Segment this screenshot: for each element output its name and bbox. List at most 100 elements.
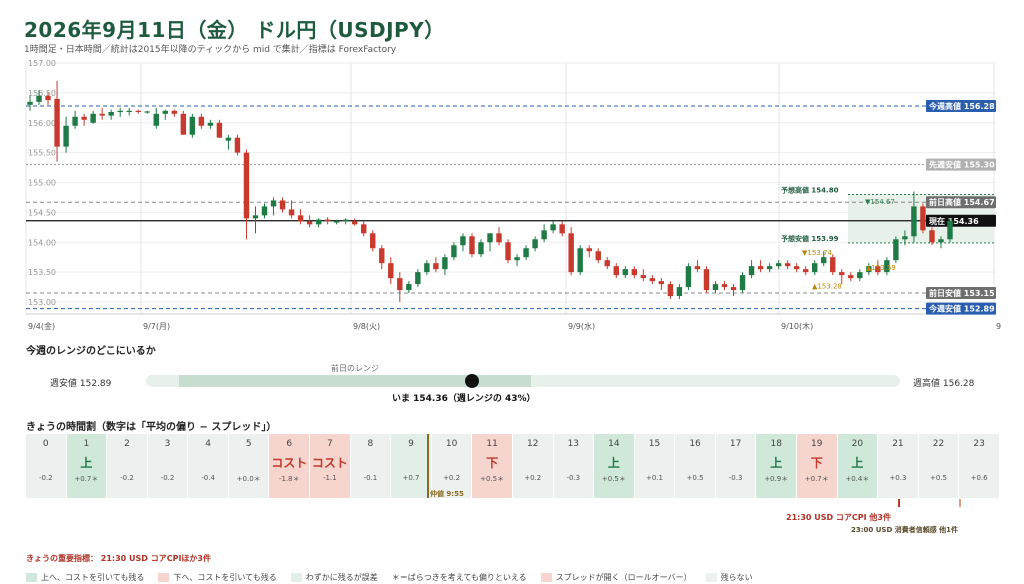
candle-body [766,266,773,270]
hour-cell: 10 +0.2 [431,434,472,498]
level-tag [926,287,996,300]
candle-body [487,233,493,243]
candle-body [324,219,331,222]
event-tick [898,499,900,507]
legend-item: わずかに残るが誤差 [290,572,378,583]
candle-body [595,251,601,261]
hour-cell: 23 +0.6 [959,434,999,498]
candle-body [830,257,836,273]
candle-body [433,263,439,270]
candle-body [929,230,935,243]
candle-body [54,98,60,147]
candle-body [288,209,295,216]
hour-value: +0.6 [970,474,988,482]
legend: 上へ、コストを引いても残る 下へ、コストを引いても残る わずかに残るが誤差 ＊＝ばらつ… [26,572,753,583]
candle-body [559,224,565,234]
candle-body [649,278,656,282]
price-marker: ▼154.67 [865,198,895,206]
candle-body [721,284,728,288]
level-tag-label: 現在 154.36 [929,216,979,226]
x-tick-label: 9 [996,322,1001,331]
legend-swatch [26,573,37,582]
legend-label: スプレッドが開く（ロールオーバー） [555,573,692,582]
y-tick-label: 157.00 [28,59,56,68]
legend-label: 上へ、コストを引いても残る [41,573,145,582]
price-marker: ▲153.59 [866,264,896,272]
hour-number: 13 [567,439,580,449]
range-heading: 今週のレンジのどこにいるか [26,346,156,357]
candle-body [117,110,123,113]
level-tag-label: 今週安値 152.89 [928,304,995,314]
hour-number: 18 [770,439,782,449]
price-marker: ▼153.74 [802,249,832,257]
candle-body [857,272,863,279]
candle-body [225,137,232,141]
candle-body [658,281,665,285]
hour-value: -0.4 [201,474,215,482]
hour-cell: 0 -0.2 [26,434,66,498]
page-subtitle: 1時間足・日本時間／統計は2015年以降のティックから mid で集計／指標は … [24,45,397,55]
candle-body [550,224,556,231]
hour-cell: 3 -0.2 [147,434,188,498]
candle-body [36,95,42,102]
candle-body [252,215,259,219]
range-prev-label: 前日のレンジ [331,364,379,373]
hour-value: -1.1 [323,474,337,482]
candle-body [333,221,340,223]
hour-verdict: コスト [271,456,308,470]
hour-number: 2 [124,439,130,449]
candle-body [821,257,827,264]
hour-value: -0.2 [38,474,53,482]
candle-body [640,275,647,279]
candle-body [135,110,141,113]
hour-cell: 19 下 +0.7＊ [796,434,837,498]
candle-body [27,101,33,105]
hour-value: -0.3 [728,474,743,482]
candle-body [45,95,51,101]
event-tick [959,499,961,507]
x-tick-label: 9/8(火) [353,322,380,331]
price-chart: 157.00 156.50 156.00 155.50 155.00 154.50 154.… [25,59,1001,331]
hour-number: 7 [326,439,333,449]
hour-cell: 21 +0.3 [878,434,918,498]
legend-label: ＊＝ばらつきを考えても偏りといえる [391,573,527,582]
hour-number: 9 [408,439,414,449]
hour-value: +0.2 [524,474,542,482]
legend-item: 上へ、コストを引いても残る [26,572,144,583]
hour-value: +0.7 [402,474,420,482]
candle-body [694,266,701,270]
y-tick-label: 155.00 [28,179,56,188]
x-tick-label: 9/4(金) [28,321,55,331]
hour-value: +0.5＊ [601,475,626,483]
candle-body [586,248,592,252]
y-tick-label: 155.50 [28,149,56,158]
candle-body [802,269,809,273]
level-tag [926,158,996,171]
candle-body [234,137,241,153]
candle-body [415,272,421,285]
hour-verdict: 上 [80,456,93,470]
candle-body [667,284,674,297]
candle-body [162,110,168,114]
candle-body [712,284,719,291]
page-title: 2026年9月11日（金） ドル円（USDJPY） [24,18,445,42]
candle-body [297,215,304,222]
hour-value: +0.3 [889,474,907,482]
hour-number: 17 [729,439,742,449]
candle-body [469,236,475,255]
now-marker-label: 仲値 9:55 [430,490,464,498]
y-tick-label: 156.50 [28,89,56,98]
hour-cell: 17 -0.3 [715,434,756,498]
level-tag [926,100,996,113]
candle-body [568,233,574,273]
hour-number: 11 [486,439,498,449]
candle-body [631,269,638,276]
x-tick-label: 9/10(木) [781,321,813,331]
candle-body [63,125,69,147]
candle-body [730,287,737,291]
candle-body [207,122,214,126]
candle-body [189,116,196,135]
candle-body [243,152,250,219]
candle-body [279,200,286,210]
candle-body [315,219,322,225]
